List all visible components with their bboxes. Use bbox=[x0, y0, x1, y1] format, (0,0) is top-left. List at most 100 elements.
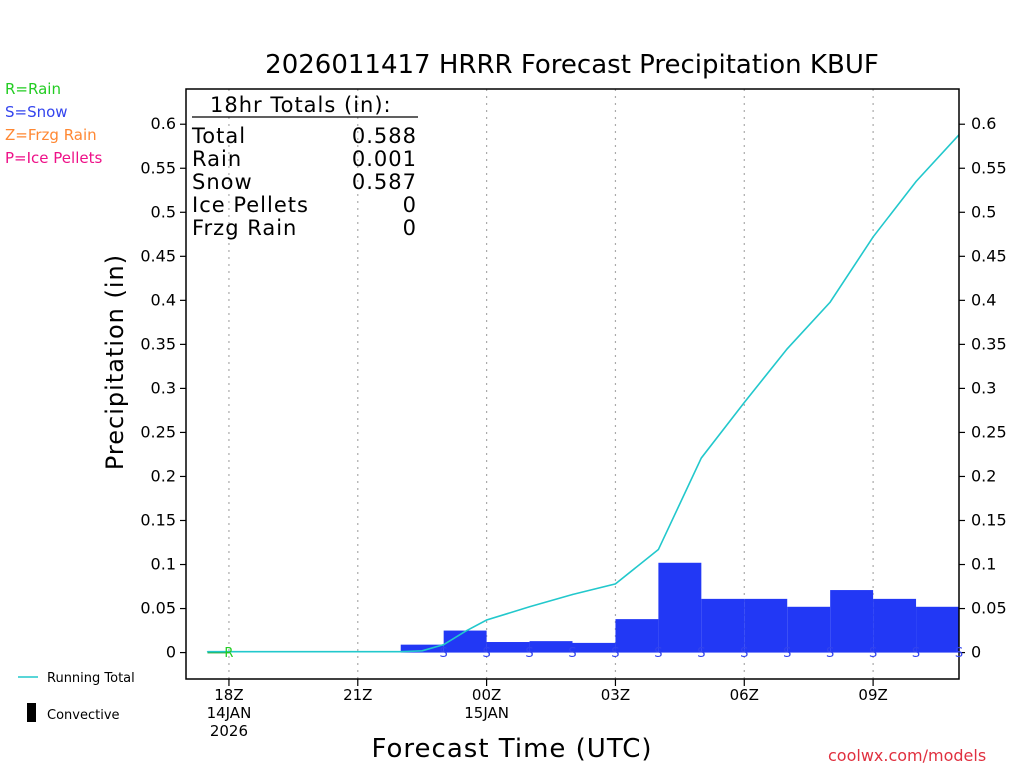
totals-row-label: Frzg Rain bbox=[192, 216, 297, 240]
grid-lines bbox=[228, 89, 874, 679]
y-tick-label-right: 0.05 bbox=[971, 599, 1007, 618]
running-total-series bbox=[206, 134, 960, 654]
x-tick-label: 06Z bbox=[730, 686, 759, 704]
running-total-point bbox=[314, 651, 316, 653]
y-tick-label: 0.2 bbox=[151, 466, 176, 485]
y-tick-label: 0.6 bbox=[151, 114, 176, 133]
running-total-point bbox=[657, 548, 659, 551]
precip-bar bbox=[400, 644, 444, 653]
y-tick-label: 0.1 bbox=[151, 555, 176, 574]
y-tick-label-right: 0.35 bbox=[971, 334, 1007, 353]
running-total-point bbox=[786, 348, 788, 350]
running-total-point bbox=[228, 651, 230, 653]
ptype-marker: S bbox=[869, 646, 877, 661]
totals-heading: 18hr Totals (in): bbox=[210, 93, 392, 117]
totals-row-label: Rain bbox=[192, 147, 242, 171]
legend-ice-pellets: P=Ice Pellets bbox=[5, 149, 103, 167]
running-total-point bbox=[528, 606, 531, 608]
y-tick-label-right: 0.5 bbox=[971, 202, 996, 221]
ptype-marker: R bbox=[224, 646, 233, 661]
y-tick-label: 0.5 bbox=[151, 202, 176, 221]
x-tick-label: 03Z bbox=[601, 686, 630, 704]
convective-swatch bbox=[27, 703, 36, 722]
running-total-point bbox=[206, 651, 209, 653]
ptype-marker: S bbox=[912, 646, 920, 661]
ptype-marker: S bbox=[697, 646, 705, 661]
running-total-line bbox=[207, 134, 960, 653]
precip-bar bbox=[787, 606, 831, 653]
running-total-point bbox=[614, 583, 617, 585]
precip-bar bbox=[658, 562, 702, 653]
legend-freezing-rain: Z=Frzg Rain bbox=[5, 126, 97, 144]
precip-bar bbox=[615, 619, 659, 653]
x-tick-label: 14JAN bbox=[207, 704, 252, 722]
running-total-point bbox=[464, 630, 466, 633]
y-tick-label: 0.3 bbox=[151, 378, 176, 397]
ptype-marker: S bbox=[482, 646, 490, 661]
y-tick-label-right: 0.15 bbox=[971, 510, 1007, 529]
running-total-point bbox=[421, 650, 423, 652]
running-total-point bbox=[571, 593, 574, 596]
totals-row-label: Ice Pellets bbox=[192, 193, 309, 217]
running-total-point bbox=[915, 180, 917, 183]
bottom-legend: Running Total Convective bbox=[18, 671, 135, 723]
y-tick-label-right: 0.2 bbox=[971, 466, 996, 485]
x-tick-label: 09Z bbox=[858, 686, 887, 704]
running-total-point bbox=[443, 644, 445, 646]
y-tick-label-right: 0.6 bbox=[971, 114, 996, 133]
running-total-point bbox=[400, 651, 402, 653]
running-total-point bbox=[743, 401, 745, 404]
precip-bar bbox=[529, 641, 573, 653]
x-tick-label: 00Z bbox=[472, 686, 501, 704]
totals-row-label: Snow bbox=[192, 170, 253, 194]
y-tick-label-right: 0.45 bbox=[971, 246, 1007, 265]
running-total-legend-label: Running Total bbox=[47, 671, 135, 686]
totals-row-value: 0 bbox=[403, 216, 417, 240]
x-tick-label: 15JAN bbox=[464, 704, 509, 722]
y-tick-label-right: 0.55 bbox=[971, 158, 1007, 177]
legend-rain: R=Rain bbox=[5, 80, 61, 98]
x-tick-label: 21Z bbox=[343, 686, 372, 704]
y-tick-label-right: 0.1 bbox=[971, 555, 996, 574]
plot-frame bbox=[185, 88, 960, 680]
running-total-point bbox=[357, 651, 359, 653]
legend-snow: S=Snow bbox=[5, 103, 68, 121]
running-total-point bbox=[872, 236, 874, 238]
running-total-point bbox=[486, 619, 488, 621]
running-total-point bbox=[700, 457, 702, 459]
y-tick-label: 0 bbox=[166, 643, 176, 662]
precip-bar bbox=[486, 642, 530, 653]
y-tick-label: 0.25 bbox=[140, 422, 176, 441]
ptype-marker: S bbox=[740, 646, 748, 661]
totals-row-value: 0.001 bbox=[352, 147, 417, 171]
x-tick-label: 2026 bbox=[210, 722, 248, 740]
ptype-marker: S bbox=[955, 646, 963, 661]
totals-row-value: 0.587 bbox=[352, 170, 417, 194]
ptype-marker: S bbox=[826, 646, 834, 661]
credit-text[interactable]: coolwx.com/models bbox=[828, 746, 987, 765]
precip-bar bbox=[916, 606, 959, 653]
precip-bar bbox=[443, 630, 487, 653]
precip-bar bbox=[830, 590, 874, 653]
ptype-marker: S bbox=[654, 646, 662, 661]
ptype-marker: S bbox=[611, 646, 619, 661]
totals-row-value: 0.588 bbox=[352, 124, 417, 148]
y-tick-label: 0.45 bbox=[140, 246, 176, 265]
precip-bar bbox=[701, 598, 745, 653]
chart-title: 2026011417 HRRR Forecast Precipitation K… bbox=[265, 50, 879, 80]
precip-bar bbox=[744, 598, 788, 653]
totals-box: 18hr Totals (in): Total 0.588 Rain 0.001 Snow… bbox=[191, 93, 418, 240]
y-tick-label-right: 0.4 bbox=[971, 290, 996, 309]
precip-bar bbox=[572, 642, 616, 653]
x-tick-label: 18Z bbox=[214, 686, 243, 704]
precip-bar bbox=[873, 598, 917, 653]
y-tick-label-right: 0.25 bbox=[971, 422, 1007, 441]
running-total-point bbox=[829, 301, 831, 303]
y-tick-label: 0.15 bbox=[140, 510, 176, 529]
ptype-marker: S bbox=[440, 646, 448, 661]
y-tick-label: 0.55 bbox=[140, 158, 176, 177]
